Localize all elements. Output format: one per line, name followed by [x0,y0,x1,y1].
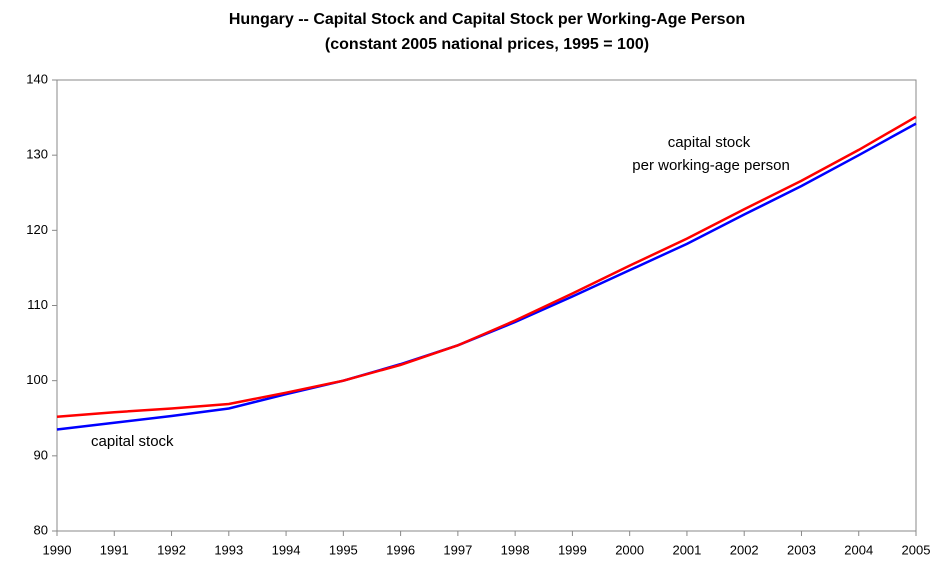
y-tick-label: 120 [26,222,48,237]
y-tick-label: 90 [34,447,48,462]
series-line [56,115,917,418]
series-label: capital stock per working-age person [628,134,790,174]
x-tick-label: 2002 [730,542,759,557]
x-tick-label: 2001 [672,542,701,557]
x-tick-label: 1993 [214,542,243,557]
chart-subtitle: (constant 2005 national prices, 1995 = 1… [325,36,649,53]
y-tick-label: 80 [34,522,48,537]
y-tick-label: 130 [26,147,48,162]
plot-frame [56,79,917,532]
series-label: capital stock [91,433,174,450]
y-tick-label: 140 [26,71,48,86]
x-tick-label: 2004 [844,542,873,557]
label-line: per working-age person [628,157,790,174]
x-tick-label: 1991 [100,542,129,557]
x-tick-label: 1994 [272,542,301,557]
x-tick-label: 1998 [501,542,530,557]
label-line: capital stock [668,134,751,151]
x-tick-label: 1992 [157,542,186,557]
x-tick-label: 2000 [615,542,644,557]
y-tick-label: 100 [26,372,48,387]
x-tick-label: 1997 [443,542,472,557]
x-tick-label: 1995 [329,542,358,557]
y-tick-label: 110 [27,297,48,312]
chart-title: Hungary -- Capital Stock and Capital Sto… [229,11,745,28]
x-tick-label: 1999 [558,542,587,557]
x-tick-label: 1996 [386,542,415,557]
x-tick-label: 2005 [902,542,931,557]
x-tick-label: 1990 [43,542,72,557]
x-tick-label: 2003 [787,542,816,557]
